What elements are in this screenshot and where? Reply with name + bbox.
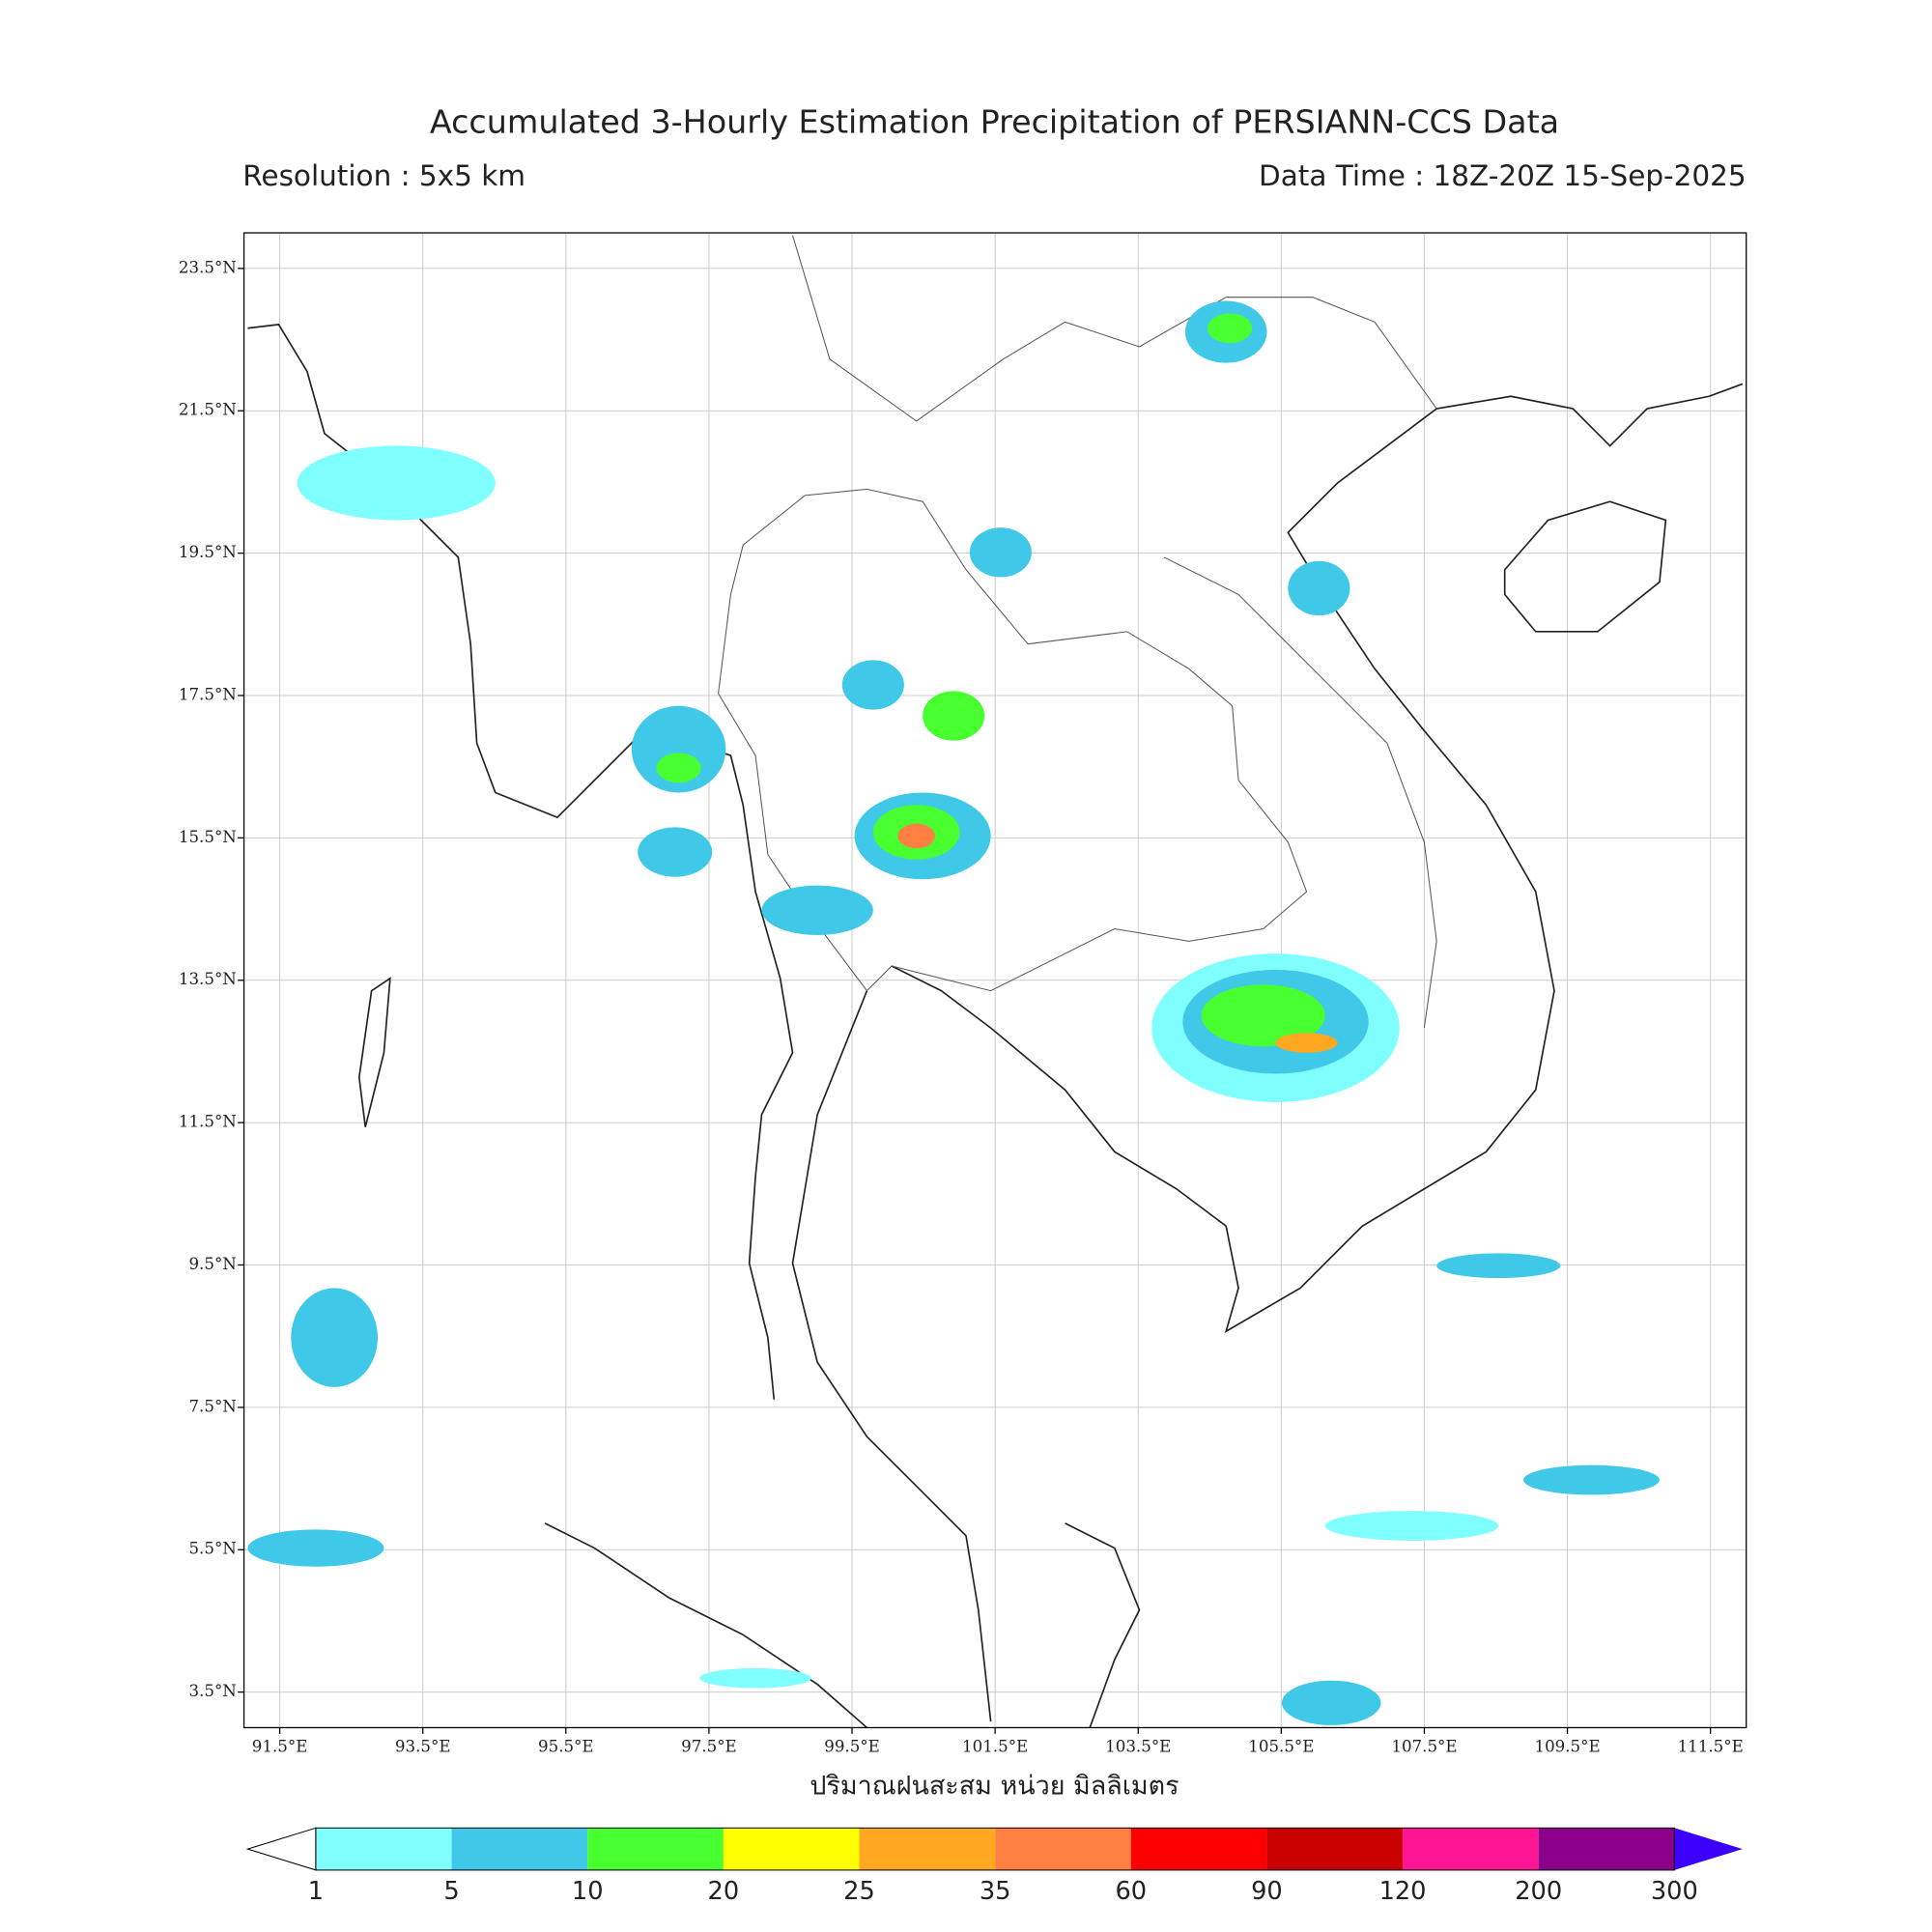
ticks: 91.5°E 93.5°E 95.5°E 97.5°E 99.5°E 101.5°E 103… — [179, 258, 1744, 1755]
colorbar-tick-label: 20 — [708, 1877, 740, 1906]
thailand-border — [718, 488, 1308, 992]
lon-tick-label: 93.5°E — [395, 1737, 451, 1755]
rain-area — [247, 1529, 384, 1567]
rain-area — [1522, 1464, 1660, 1495]
rain-area — [841, 660, 904, 710]
coastline — [891, 383, 1744, 1333]
colorbar-tick-label: 300 — [1651, 1877, 1698, 1906]
rain-area — [1208, 313, 1253, 344]
colorbar-tick-label: 200 — [1515, 1877, 1562, 1906]
colorbar-tick-label: 35 — [980, 1877, 1011, 1906]
colorbar-swatch — [1538, 1828, 1675, 1870]
colorbar: 1 5 10 20 25 35 60 90 120 200 300 — [245, 1827, 1743, 1906]
colorbar-swatch — [723, 1828, 860, 1870]
lat-tick-label: 5.5°N — [188, 1540, 236, 1558]
lon-tick-label: 101.5°E — [962, 1737, 1028, 1755]
coastline — [544, 1522, 1141, 1729]
lat-tick-label: 9.5°N — [188, 1255, 236, 1273]
coastline — [791, 990, 992, 1722]
rain-area — [761, 885, 873, 935]
rain-area — [631, 705, 726, 793]
rain-area — [1275, 1033, 1338, 1053]
island — [357, 977, 391, 1127]
lon-tick-label: 105.5°E — [1248, 1737, 1314, 1755]
lon-tick-label: 111.5°E — [1678, 1737, 1744, 1755]
colorbar-swatch — [1130, 1828, 1267, 1870]
lon-tick-label: 109.5°E — [1534, 1737, 1600, 1755]
border — [792, 235, 1437, 1029]
rain-area — [1436, 1253, 1561, 1279]
rain-area — [1201, 984, 1325, 1047]
lat-tick-label: 7.5°N — [188, 1397, 236, 1415]
lon-tick-label: 107.5°E — [1391, 1737, 1457, 1755]
colorbar-swatch — [859, 1828, 996, 1870]
lon-tick-label: 103.5°E — [1105, 1737, 1171, 1755]
colorbar-over — [1674, 1828, 1743, 1870]
rain-area — [923, 691, 985, 741]
colorbar-swatch — [587, 1828, 724, 1870]
colorbar-tick-label: 10 — [572, 1877, 604, 1906]
island — [1503, 500, 1667, 633]
lat-tick-label: 11.5°N — [179, 1113, 237, 1131]
rain-area — [897, 823, 935, 849]
colorbar-frame — [315, 1827, 1675, 1871]
rain-area — [638, 827, 713, 877]
colorbar-tick-label: 120 — [1379, 1877, 1427, 1906]
lon-tick-label: 99.5°E — [824, 1737, 880, 1755]
colorbar-swatch — [451, 1828, 588, 1870]
colorbar-tick-label: 60 — [1115, 1877, 1147, 1906]
rain-area — [1288, 560, 1350, 616]
colorbar-swatch — [315, 1828, 452, 1870]
colorbar-tick-label: 5 — [443, 1877, 459, 1906]
borders — [718, 235, 1437, 1029]
colorbar-under — [245, 1827, 317, 1871]
rain-area — [291, 1288, 379, 1387]
lat-tick-label: 19.5°N — [179, 543, 237, 561]
colorbar-tick-label: 90 — [1251, 1877, 1283, 1906]
colorbar-swatch — [1266, 1828, 1404, 1870]
title: Accumulated 3-Hourly Estimation Precipit… — [430, 103, 1559, 141]
colorbar-label: ปริมาณฝนสะสม หน่วย มิลลิเมตร — [810, 1772, 1179, 1802]
rain-area — [297, 445, 496, 521]
rain-area — [1281, 1680, 1381, 1725]
rain-area — [656, 753, 701, 783]
lon-tick-label: 95.5°E — [538, 1737, 594, 1755]
lat-tick-label: 13.5°N — [179, 970, 237, 988]
colorbar-swatch — [1403, 1828, 1539, 1870]
rain-area — [699, 1667, 811, 1689]
map: 91.5°E 93.5°E 95.5°E 97.5°E 99.5°E 101.5°E 103… — [179, 232, 1747, 1755]
lat-tick-label: 3.5°N — [188, 1682, 236, 1700]
colorbar-tick-label: 25 — [843, 1877, 875, 1906]
subtitle-left: Resolution : 5x5 km — [242, 159, 526, 192]
lat-tick-label: 15.5°N — [179, 828, 237, 846]
lon-tick-label: 91.5°E — [252, 1737, 308, 1755]
lon-tick-label: 97.5°E — [681, 1737, 737, 1755]
precipitation — [247, 300, 1660, 1725]
colorbar-tick-label: 1 — [308, 1877, 324, 1906]
lat-tick-label: 21.5°N — [179, 401, 237, 419]
lat-tick-label: 23.5°N — [179, 258, 237, 276]
lat-tick-label: 17.5°N — [179, 685, 237, 703]
colorbar-swatch — [995, 1828, 1131, 1870]
rain-area — [1324, 1511, 1499, 1541]
rain-area — [969, 527, 1032, 578]
subtitle-right: Data Time : 18Z-20Z 15-Sep-2025 — [1259, 159, 1747, 192]
